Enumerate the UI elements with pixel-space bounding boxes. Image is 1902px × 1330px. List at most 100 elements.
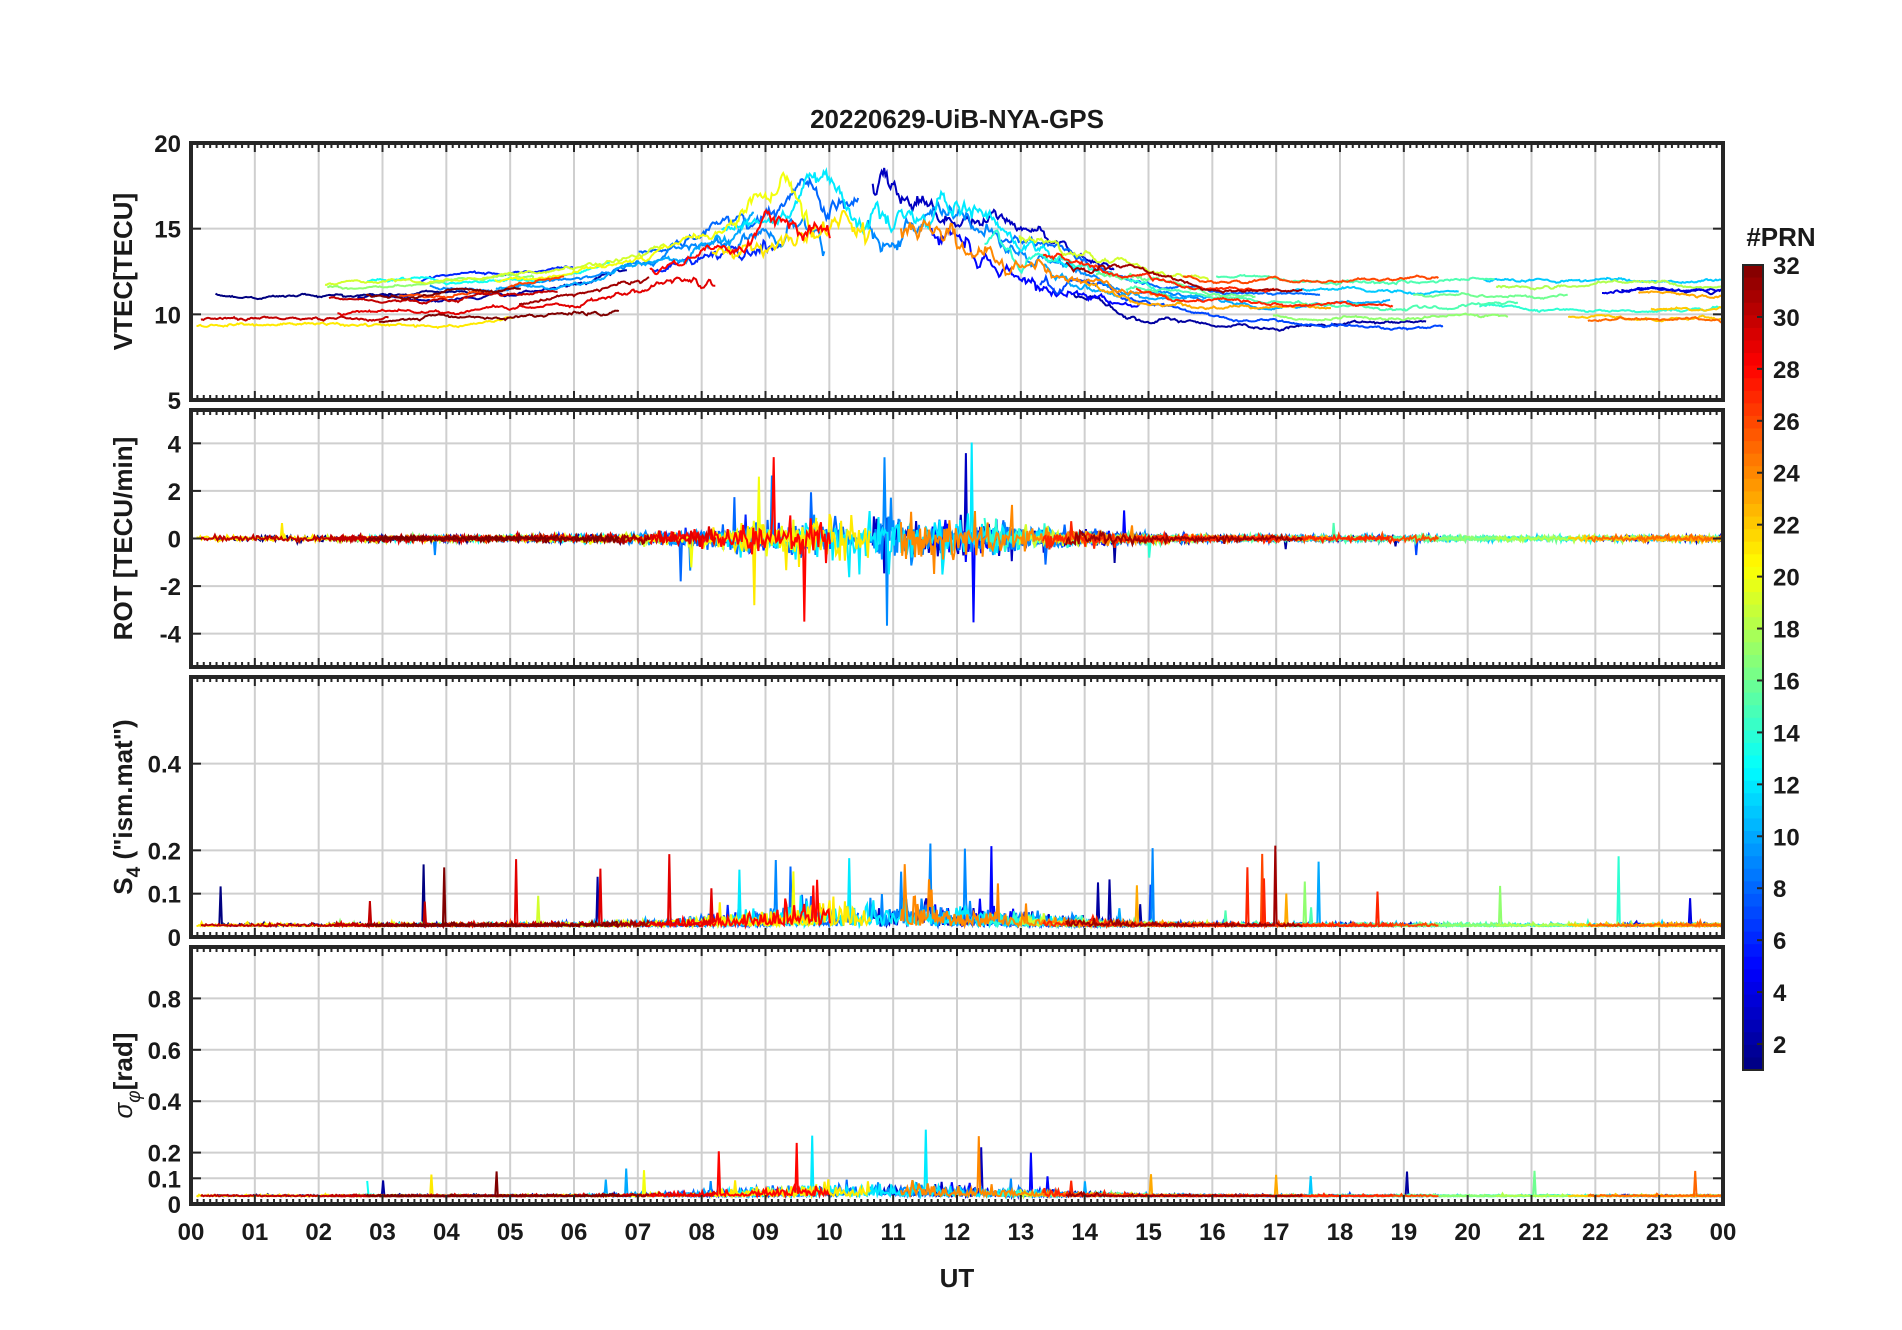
s4-panel: 0 0.1 0.2 0.4 S4 ("ism.mat") [108,675,1725,952]
colorbar-band [1743,503,1763,518]
y-tick-label: 4 [168,431,182,458]
colorbar-band [1743,1019,1763,1033]
x-tick-label: 00 [178,1219,205,1246]
vtec-ylabel: VTEC[TECU] [108,193,138,350]
prn-series-line [324,243,666,286]
colorbar-band [1743,856,1763,870]
sigma-phi-ylabel-subscript: φ [124,1090,145,1102]
vtec-ticks [190,142,1724,401]
prn-series-line [1182,274,1439,285]
prn-series-line [1135,287,1394,308]
sigma-phi-series [196,1129,1723,1201]
prn-series-line [1065,261,1303,294]
x-tick-label: 05 [497,1219,524,1246]
prn-series-line [494,170,818,283]
sigma-phi-ylabel-main: σ [108,1101,138,1118]
sigma-phi-panel: 00.10.2 0.4 0.6 0.8 σφ[rad] [108,945,1725,1219]
prn-series-line [930,227,1141,308]
prn-series-line [378,531,620,545]
colorbar-band [1743,1044,1763,1059]
x-axis-label: UT [940,1263,975,1293]
colorbar-band [1743,994,1763,1008]
colorbar-band [1743,353,1763,367]
colorbar-tick-label: 8 [1773,876,1786,903]
prn-series-line [1482,276,1723,284]
prn-series-line [1018,235,1210,281]
colorbar-band [1743,566,1763,581]
y-tick-label: 5 [168,388,181,415]
prn-series-line [1637,290,1723,300]
prn-series-line [1065,845,1303,929]
colorbar-band [1743,755,1763,769]
colorbar-band [1743,742,1763,757]
colorbar-tick-label: 16 [1773,668,1800,695]
prn-series-line [1042,252,1275,293]
colorbar-band [1743,881,1763,895]
y-tick-label: 15 [154,217,181,244]
figure-title: 20220629-UiB-NYA-GPS [810,104,1104,134]
prn-series-line [1478,303,1723,314]
x-tick-label: 04 [433,1219,460,1246]
prn-series-line [365,286,521,301]
s4-grid [190,677,1724,938]
y-tick-label: 0 [168,925,181,952]
y-tick-label: 0.4 [148,752,182,779]
rot-panel: -4 -2 0 2 4 ROT [TECU/min] [108,408,1725,669]
colorbar-tick-label: 20 [1773,565,1800,592]
x-tick-label: 07 [624,1219,651,1246]
colorbar-band [1743,579,1763,593]
prn-series-line [1065,1190,1303,1198]
y-tick-label: -2 [160,574,181,601]
colorbar-band [1743,265,1763,279]
colorbar-band [1743,868,1763,882]
prn-series-line [518,276,650,306]
vtec-panel: 5 10 15 20 VTEC[TECU] [108,131,1725,415]
y-tick-label: 0.1 [148,882,181,909]
colorbar-tick-label: 26 [1773,409,1800,436]
series-group [196,843,1723,930]
colorbar-band [1743,428,1763,442]
colorbar-band [1743,592,1763,606]
colorbar-band [1743,390,1763,404]
prn-series-line [495,211,754,291]
s4-ticks [190,677,1724,938]
colorbar-band [1743,931,1763,945]
colorbar-band [1743,453,1763,467]
x-tick-labels: 00 01 02 03 04 05 06 07 08 09 10 11 12 13 14 15 16 17 18 19… [178,1219,1737,1246]
x-tick-label: 23 [1646,1219,1673,1246]
colorbar-band [1743,315,1763,329]
y-tick-label: 0 [168,527,181,554]
prn-series-line [1095,272,1256,299]
prn-series-line [1495,278,1723,291]
colorbar-band [1743,340,1763,354]
x-tick-label: 18 [1327,1219,1354,1246]
x-tick-label: 00 [1710,1219,1737,1246]
x-tick-label: 15 [1135,1219,1162,1246]
colorbar-band [1743,302,1763,316]
x-tick-label: 01 [241,1219,268,1246]
x-tick-label: 12 [944,1219,971,1246]
sigma-phi-ylabel-suffix: [rad] [108,1033,138,1091]
colorbar-title: #PRN [1746,222,1815,252]
colorbar-band [1743,541,1763,555]
prn-series-line [1587,917,1723,929]
prn-series-line [999,234,1321,296]
colorbar-tick-label: 10 [1773,824,1800,851]
series-group [196,167,1723,332]
colorbar-band [1743,919,1763,933]
colorbar-band [1743,793,1763,807]
colorbar-band [1743,654,1763,669]
s4-ylabel: S4 ("ism.mat") [108,719,145,894]
x-tick-label: 20 [1454,1219,1481,1246]
colorbar-band [1743,441,1763,455]
colorbar-tick-label: 12 [1773,772,1800,799]
x-tick-label: 21 [1518,1219,1545,1246]
prn-series-line [1587,315,1723,324]
x-tick-label: 10 [816,1219,843,1246]
prn-series-line [200,1193,389,1198]
y-tick-label: 10 [154,302,181,329]
s4-ylabel-suffix: ("ism.mat") [108,719,138,866]
colorbar-tick-label: 14 [1773,720,1800,747]
sigma-phi-ylabel: σφ[rad] [108,1033,145,1119]
